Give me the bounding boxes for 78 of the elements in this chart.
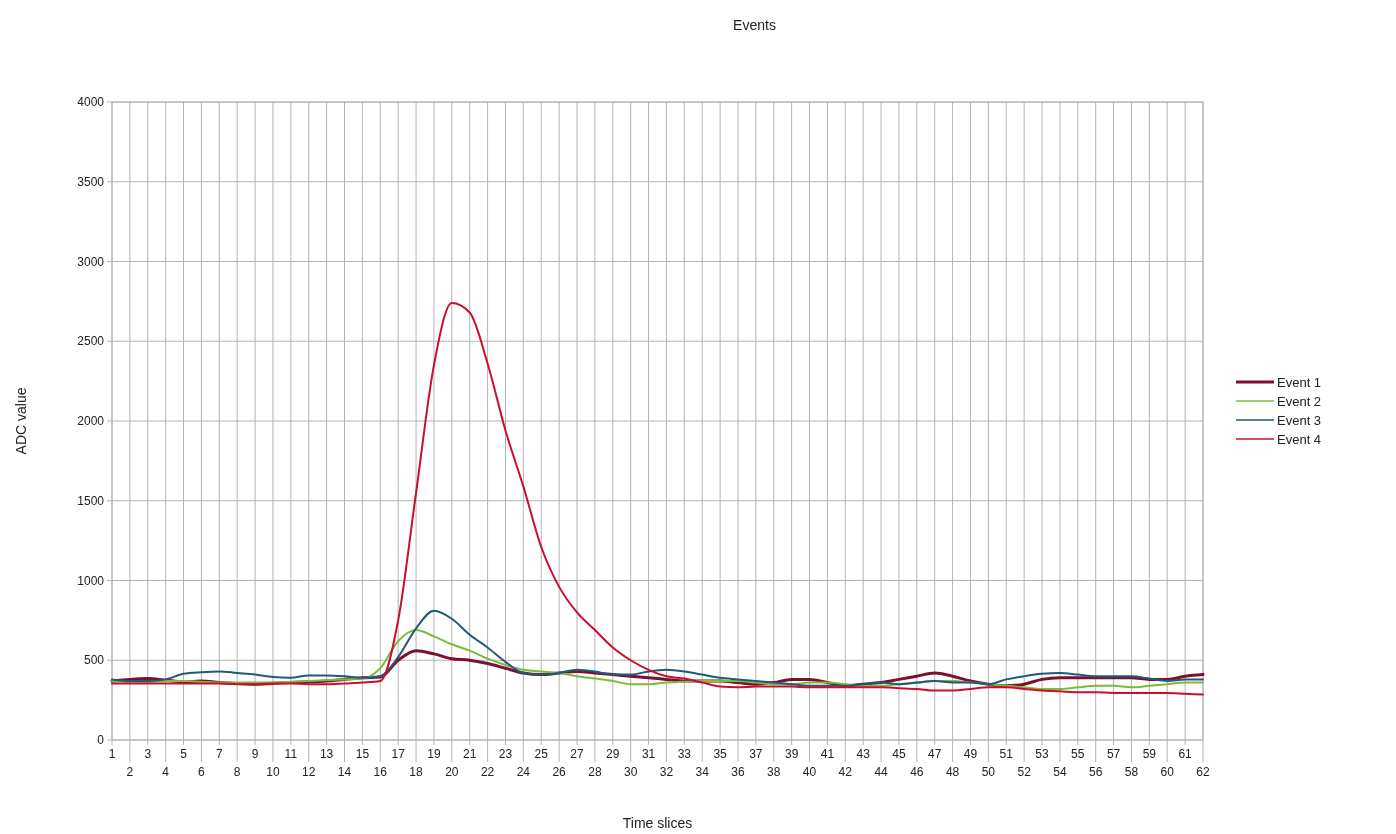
x-tick-label: 3 bbox=[144, 747, 152, 761]
x-tick-label: 62 bbox=[1196, 765, 1210, 779]
y-tick-label: 3500 bbox=[77, 174, 105, 189]
x-tick-label: 24 bbox=[516, 765, 531, 779]
x-tick-label: 31 bbox=[641, 747, 656, 761]
x-tick-label: 56 bbox=[1089, 765, 1103, 779]
x-tick-label: 8 bbox=[233, 765, 241, 779]
x-tick-label: 11 bbox=[284, 747, 298, 761]
x-tick-label: 42 bbox=[838, 765, 853, 779]
x-tick-label: 36 bbox=[731, 765, 745, 779]
x-tick-label: 15 bbox=[355, 747, 370, 761]
legend-label: Event 2 bbox=[1277, 393, 1322, 409]
x-tick-label: 37 bbox=[749, 747, 763, 761]
x-tick-label: 7 bbox=[215, 747, 223, 761]
x-tick-label: 25 bbox=[534, 747, 549, 761]
chart-title: Events bbox=[733, 17, 776, 33]
x-tick-label: 51 bbox=[999, 747, 1014, 761]
x-tick-label: 4 bbox=[162, 765, 170, 779]
x-tick-label: 59 bbox=[1142, 747, 1157, 761]
x-tick-label: 9 bbox=[251, 747, 259, 761]
x-tick-label: 10 bbox=[266, 765, 280, 779]
x-tick-label: 20 bbox=[445, 765, 459, 779]
x-tick-label: 48 bbox=[945, 765, 960, 779]
x-tick-label: 30 bbox=[623, 765, 638, 779]
x-tick-label: 52 bbox=[1017, 765, 1032, 779]
x-tick-label: 18 bbox=[409, 765, 424, 779]
legend-label: Event 1 bbox=[1277, 374, 1322, 390]
x-tick-label: 55 bbox=[1071, 747, 1085, 761]
x-tick-label: 22 bbox=[480, 765, 495, 779]
x-tick-label: 49 bbox=[963, 747, 978, 761]
x-tick-label: 41 bbox=[820, 747, 835, 761]
x-tick-label: 58 bbox=[1124, 765, 1139, 779]
x-tick-label: 44 bbox=[874, 765, 889, 779]
x-tick-label: 33 bbox=[677, 747, 692, 761]
x-tick-label: 6 bbox=[198, 765, 206, 779]
x-tick-label: 61 bbox=[1178, 747, 1193, 761]
x-tick-label: 43 bbox=[856, 747, 871, 761]
x-tick-label: 45 bbox=[892, 747, 906, 761]
x-tick-label: 47 bbox=[928, 747, 942, 761]
y-tick-label: 2500 bbox=[77, 334, 105, 349]
x-tick-label: 26 bbox=[552, 765, 567, 779]
x-tick-label: 27 bbox=[570, 747, 585, 761]
x-tick-label: 12 bbox=[302, 765, 316, 779]
x-tick-label: 60 bbox=[1160, 765, 1175, 779]
x-tick-label: 2 bbox=[126, 765, 134, 779]
legend-label: Event 3 bbox=[1277, 412, 1322, 428]
x-tick-label: 39 bbox=[784, 747, 799, 761]
x-tick-label: 17 bbox=[391, 747, 406, 761]
x-tick-label: 50 bbox=[981, 765, 996, 779]
x-tick-label: 13 bbox=[319, 747, 334, 761]
y-tick-label: 1000 bbox=[77, 573, 105, 588]
x-tick-label: 21 bbox=[463, 747, 477, 761]
x-tick-label: 16 bbox=[373, 765, 388, 779]
x-axis-title: Time slices bbox=[622, 815, 693, 831]
x-tick-label: 57 bbox=[1106, 747, 1121, 761]
y-tick-label: 3000 bbox=[77, 254, 105, 269]
x-tick-label: 1 bbox=[108, 747, 116, 761]
x-tick-label: 5 bbox=[180, 747, 188, 761]
x-tick-label: 40 bbox=[802, 765, 817, 779]
y-tick-label: 2000 bbox=[77, 414, 105, 429]
y-axis-title: ADC value bbox=[13, 387, 29, 455]
x-tick-label: 35 bbox=[713, 747, 728, 761]
y-tick-label: 0 bbox=[97, 733, 105, 748]
x-tick-label: 34 bbox=[695, 765, 710, 779]
x-tick-label: 46 bbox=[910, 765, 924, 779]
x-tick-label: 38 bbox=[767, 765, 781, 779]
x-tick-label: 53 bbox=[1035, 747, 1050, 761]
x-tick-label: 23 bbox=[498, 747, 513, 761]
y-tick-label: 500 bbox=[83, 653, 105, 668]
x-tick-label: 32 bbox=[659, 765, 674, 779]
x-tick-label: 14 bbox=[337, 765, 352, 779]
y-tick-label: 4000 bbox=[77, 95, 105, 110]
x-tick-label: 54 bbox=[1053, 765, 1067, 779]
x-tick-label: 28 bbox=[588, 765, 602, 779]
y-tick-label: 1500 bbox=[77, 493, 105, 508]
x-tick-label: 19 bbox=[427, 747, 441, 761]
x-tick-label: 29 bbox=[606, 747, 620, 761]
legend-label: Event 4 bbox=[1277, 431, 1322, 447]
